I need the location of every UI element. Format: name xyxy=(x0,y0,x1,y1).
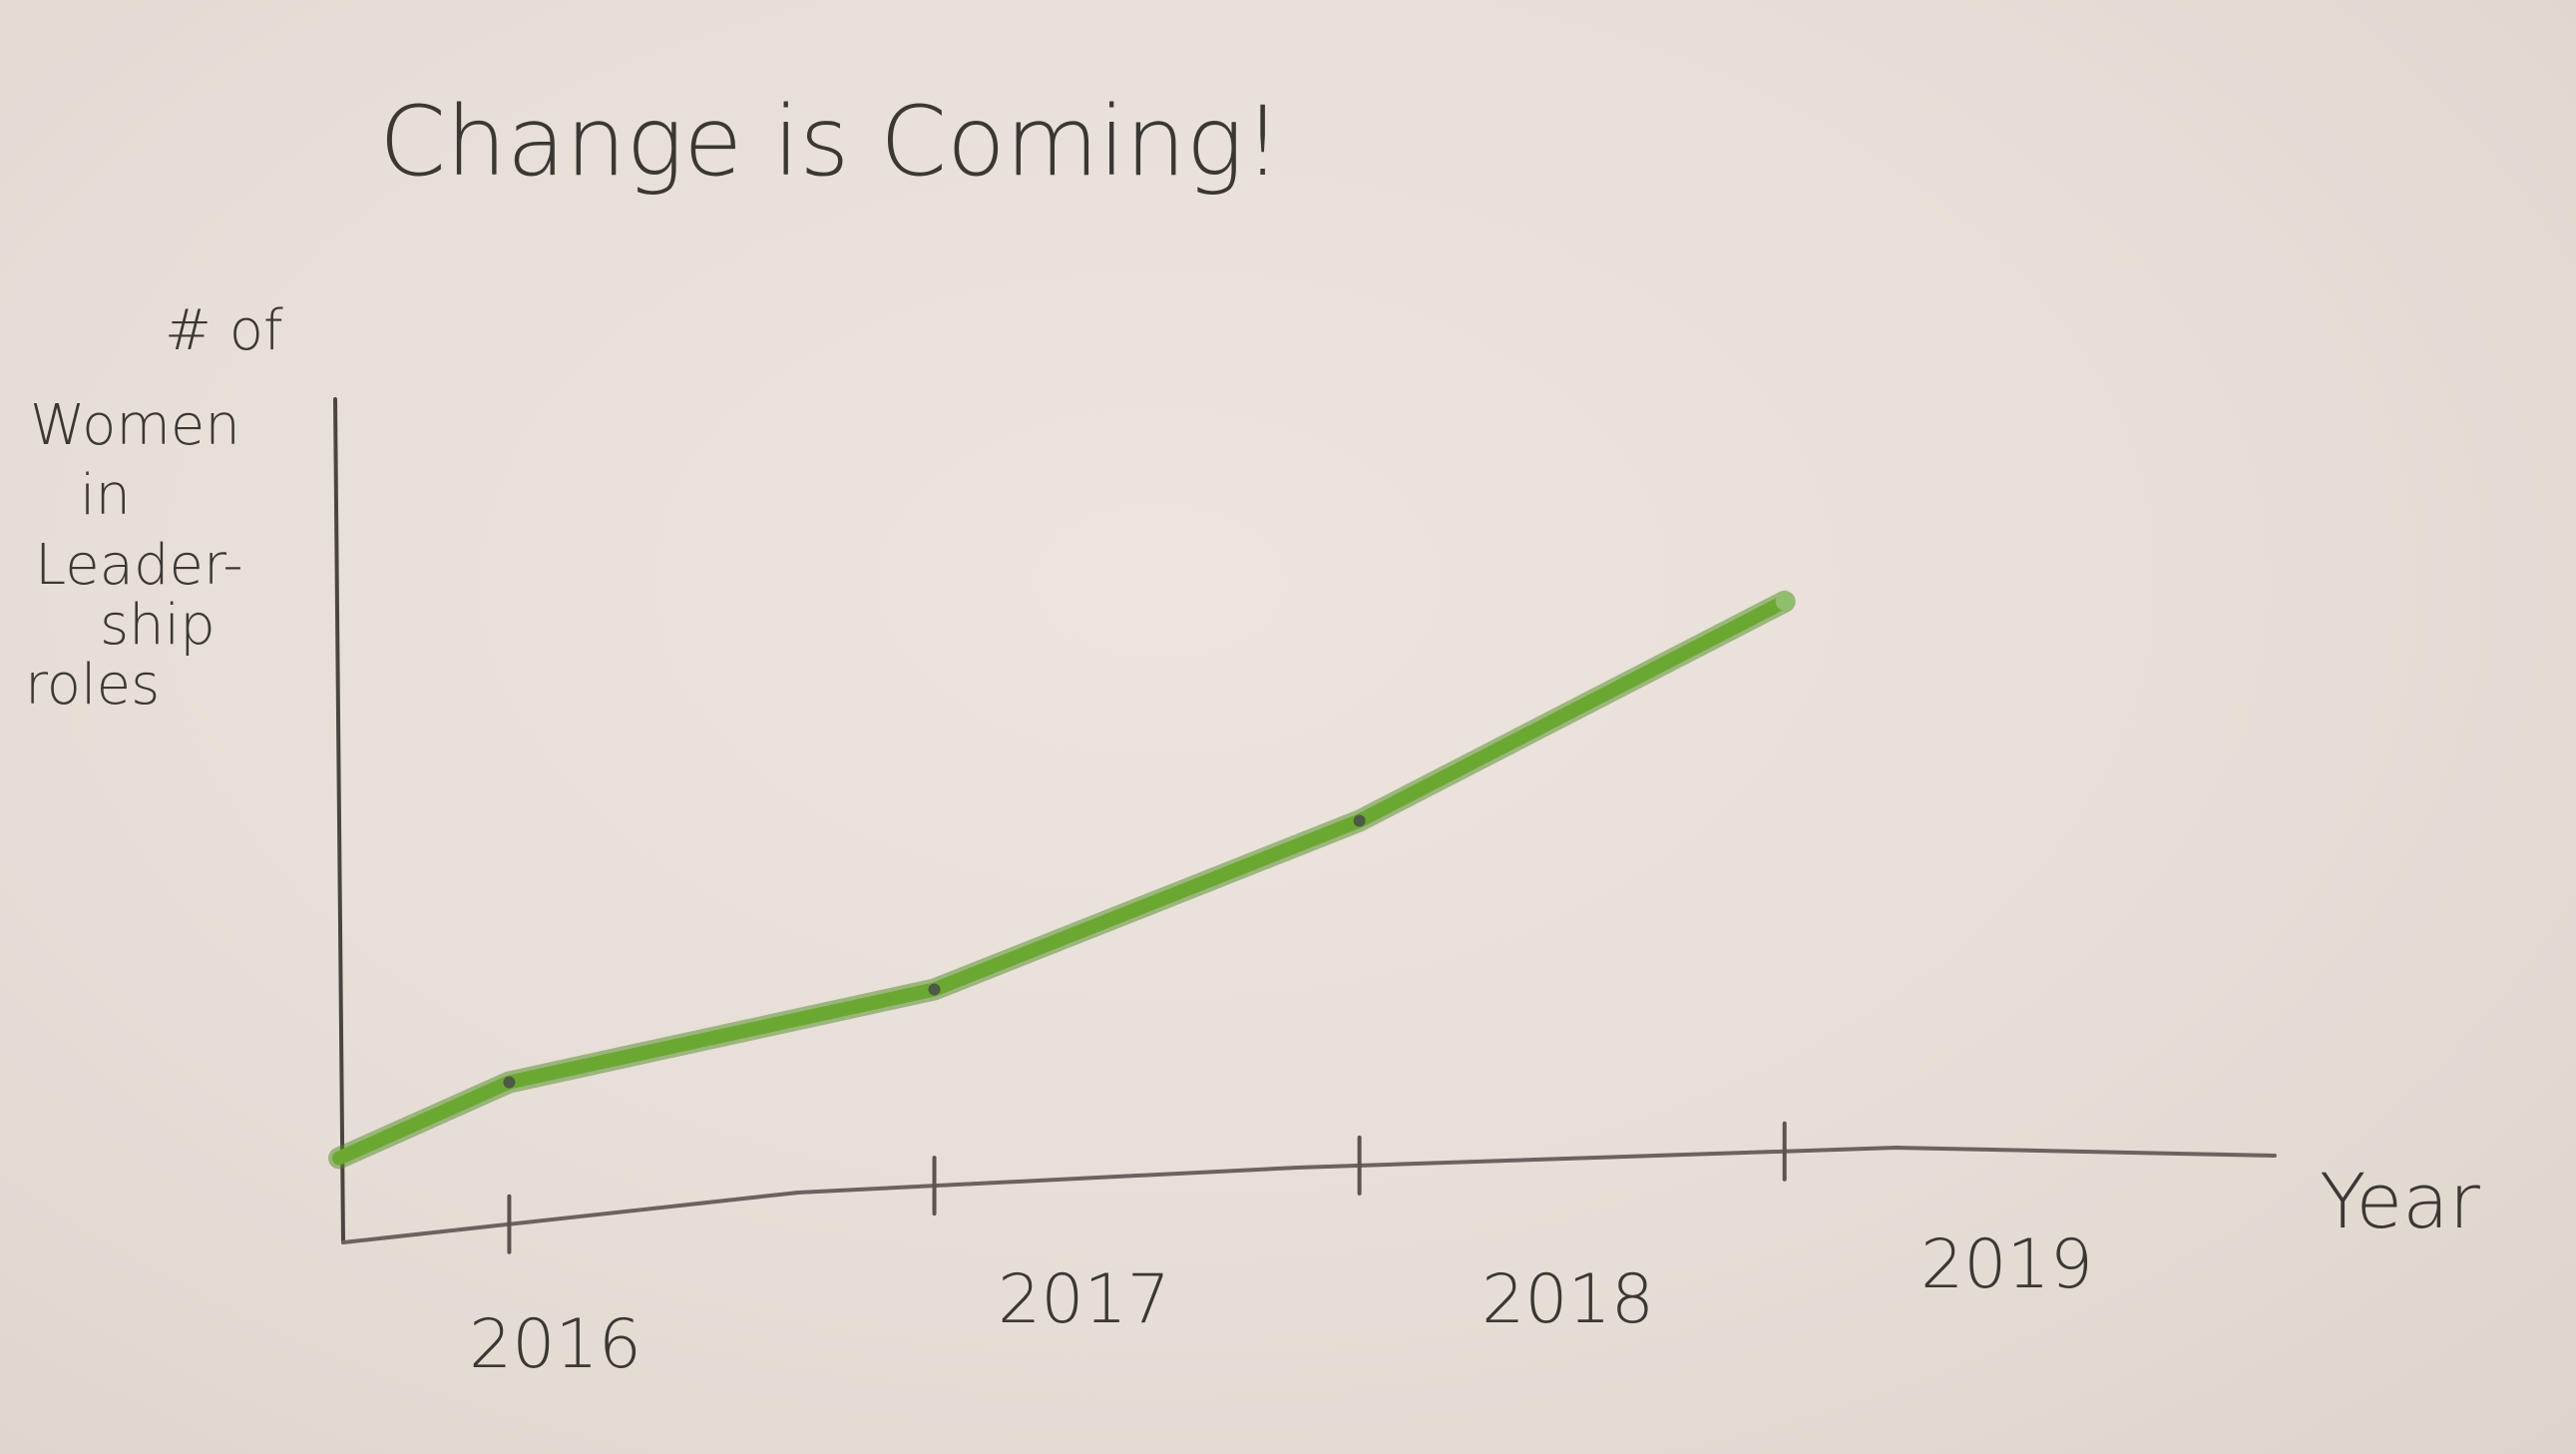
x-tick-labels: 2016 2017 2018 2019 xyxy=(469,1225,2093,1384)
y-axis-label-line-5: ship xyxy=(100,593,215,658)
x-axis-label: Year xyxy=(2320,1157,2481,1245)
data-point-2018 xyxy=(1353,814,1366,827)
y-axis-label: # of Women in Leader- ship roles xyxy=(25,298,283,718)
chart-title: Change is Coming! xyxy=(379,86,1282,198)
x-tick-label-2018: 2018 xyxy=(1482,1260,1654,1339)
data-point-2017 xyxy=(928,983,941,996)
data-point-2019 xyxy=(1775,592,1794,611)
data-points xyxy=(503,592,1794,1089)
x-tick-label-2017: 2017 xyxy=(998,1260,1170,1339)
y-axis-label-line-4: Leader- xyxy=(35,533,243,598)
series-line xyxy=(332,594,1792,1166)
y-axis-label-line-1: # of xyxy=(165,298,283,363)
y-axis-label-line-6: roles xyxy=(25,653,160,718)
y-axis-label-line-2: Women xyxy=(30,393,240,458)
y-axis-line xyxy=(333,397,345,1244)
y-axis-label-line-3: in xyxy=(80,463,131,528)
x-axis-line xyxy=(341,1146,2277,1244)
x-ticks xyxy=(507,1121,1787,1254)
x-tick-label-2016: 2016 xyxy=(469,1305,642,1384)
x-tick-label-2019: 2019 xyxy=(1921,1225,2093,1304)
data-point-2016 xyxy=(503,1076,516,1089)
